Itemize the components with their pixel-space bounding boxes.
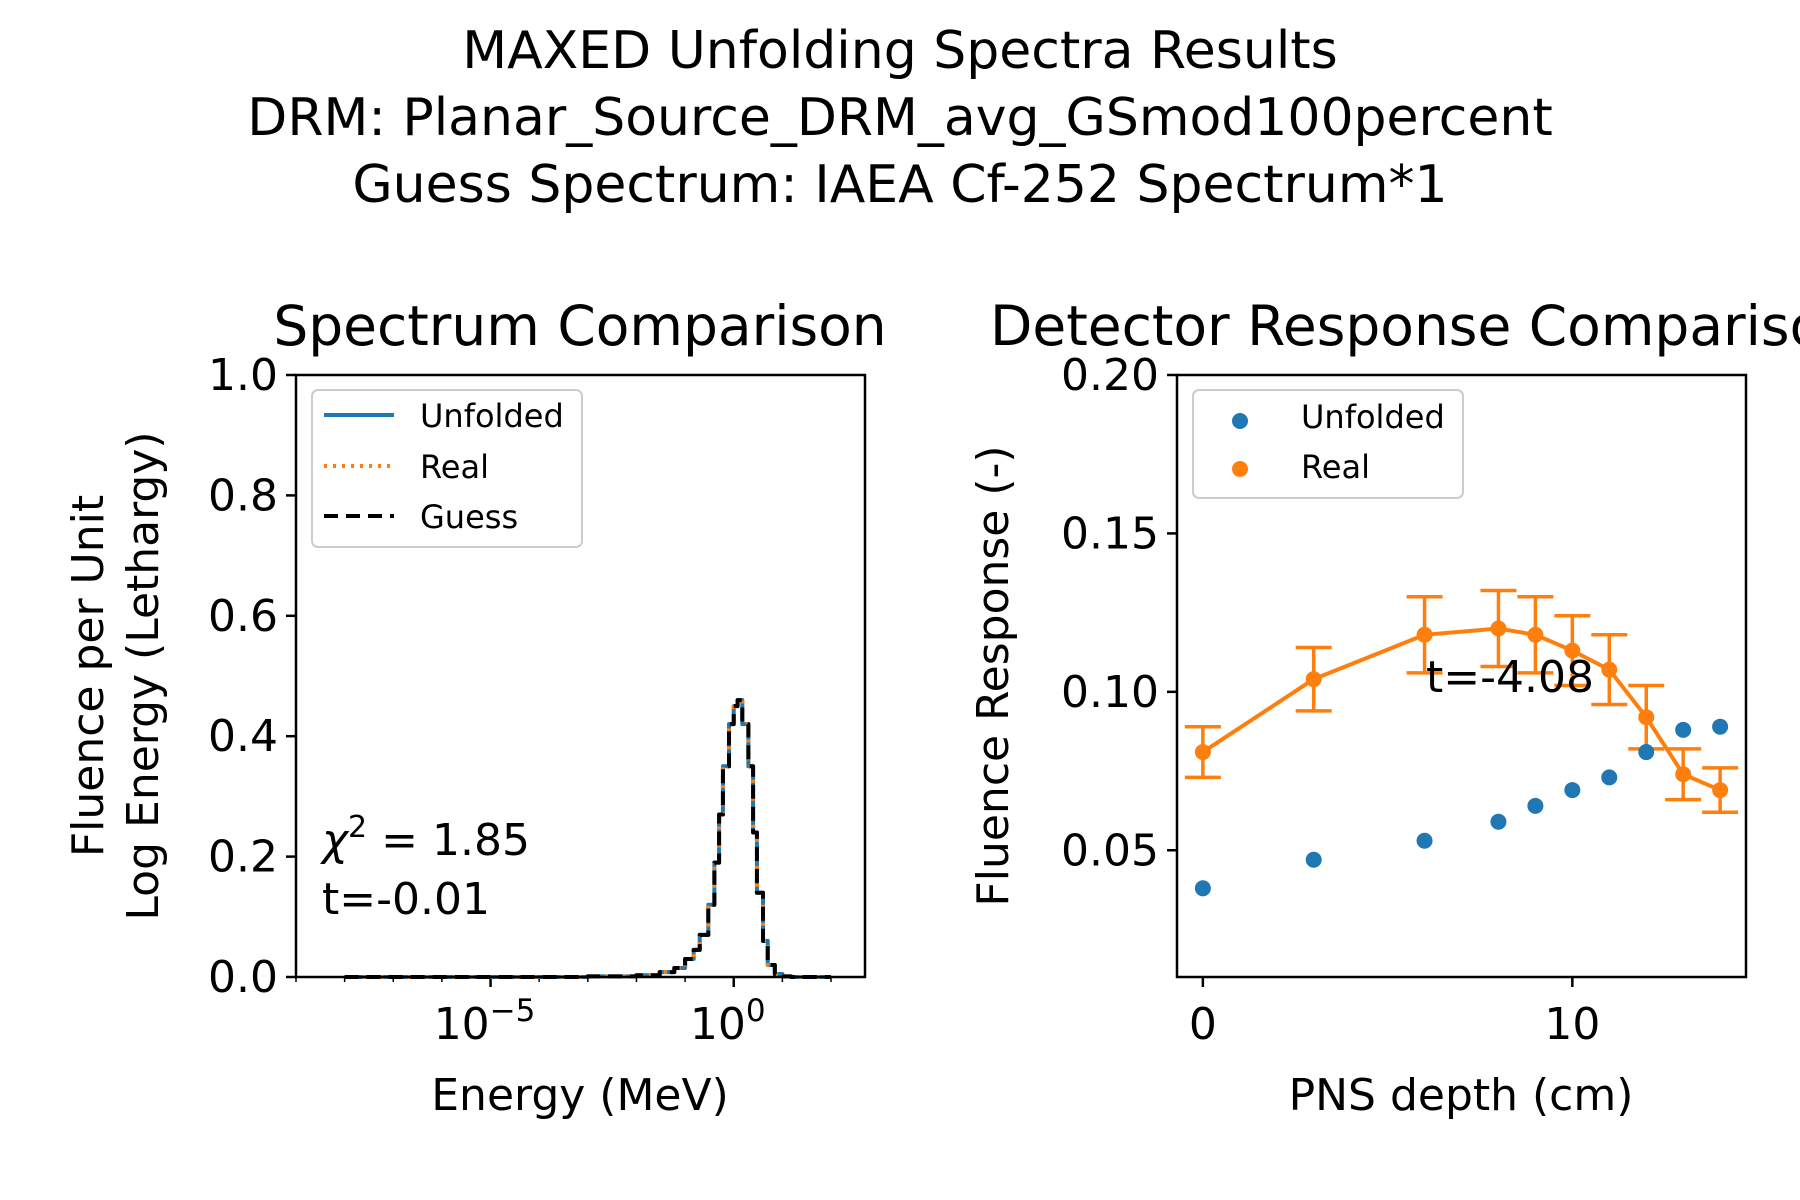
right-y-tick-label: 0.15 bbox=[1061, 508, 1159, 559]
left-t-annotation: t=-0.01 bbox=[322, 874, 490, 925]
left-y-axis-label-line-1: Fluence per Unit bbox=[63, 495, 114, 857]
unfolded-point bbox=[1305, 851, 1322, 868]
right-y-tick-label: 0.10 bbox=[1061, 667, 1159, 718]
right-legend: Unfolded Real bbox=[1192, 389, 1464, 499]
unfolded-point bbox=[1527, 797, 1544, 814]
left-x-tick-label: 10−5 bbox=[434, 993, 536, 1050]
real-point bbox=[1416, 626, 1433, 643]
chi-square-annotation: χ2 = 1.85 bbox=[320, 810, 530, 866]
legend-unfolded-label: Unfolded bbox=[420, 397, 564, 435]
legend-real-label: Real bbox=[420, 448, 489, 486]
left-chart-title: Spectrum Comparison bbox=[273, 294, 886, 358]
real-point bbox=[1194, 744, 1211, 761]
right-legend-unfolded-label: Unfolded bbox=[1301, 398, 1445, 436]
suptitle-line-1: MAXED Unfolding Spectra Results bbox=[462, 21, 1338, 81]
real-point bbox=[1712, 782, 1729, 799]
real-point bbox=[1564, 642, 1581, 659]
right-y-tick-label: 0.05 bbox=[1061, 825, 1159, 876]
right-y-axis-label: Fluence Response (-) bbox=[968, 445, 1019, 906]
suptitle-line-2: DRM: Planar_Source_DRM_avg_GSmod100perce… bbox=[247, 88, 1552, 148]
left-legend: Unfolded Real Guess bbox=[311, 389, 583, 548]
left-y-tick-label: 0.4 bbox=[208, 711, 278, 762]
left-y-tick-label: 0.0 bbox=[208, 952, 278, 1003]
right-legend-real-label: Real bbox=[1301, 448, 1370, 486]
left-y-tick-label: 0.6 bbox=[208, 591, 278, 642]
unfolded-point bbox=[1416, 832, 1433, 849]
legend-unfolded-marker bbox=[1232, 413, 1248, 429]
real-series-line bbox=[1201, 626, 1721, 792]
right-x-tick-label: 10 bbox=[1544, 999, 1600, 1050]
right-y-tick-label: 0.20 bbox=[1061, 350, 1159, 401]
left-y-tick-label: 0.8 bbox=[208, 470, 278, 521]
left-axes-frame bbox=[294, 373, 867, 979]
right-chart-title: Detector Response Comparison bbox=[990, 294, 1800, 358]
right-t-annotation: t=-4.08 bbox=[1426, 652, 1594, 703]
unfolded-point bbox=[1490, 813, 1507, 830]
right-axes-frame bbox=[1175, 373, 1748, 979]
unfolded-point bbox=[1601, 769, 1618, 786]
real-point bbox=[1527, 626, 1544, 643]
left-y-tick-label: 1.0 bbox=[208, 350, 278, 401]
suptitle-line-3: Guess Spectrum: IAEA Cf-252 Spectrum*1 bbox=[352, 155, 1447, 215]
unfolded-point bbox=[1638, 744, 1655, 761]
unfolded-point bbox=[1564, 782, 1581, 799]
legend-guess-label: Guess bbox=[420, 498, 518, 536]
unfolded-point bbox=[1194, 880, 1211, 897]
unfolded-point bbox=[1712, 718, 1729, 735]
left-series-guess bbox=[344, 698, 832, 979]
right-x-axis-label: PNS depth (cm) bbox=[1289, 1070, 1634, 1121]
spectrum-comparison-chart: Spectrum Comparison 0.0 0.2 0.4 0.6 0.8 1.0 10… bbox=[63, 294, 887, 1121]
left-y-axis-label-line-2: Log Energy (Lethargy) bbox=[118, 431, 169, 920]
real-point bbox=[1675, 766, 1692, 783]
left-x-tick-label: 100 bbox=[690, 993, 766, 1050]
real-point bbox=[1305, 671, 1322, 688]
real-point bbox=[1490, 620, 1507, 637]
left-x-axis-label: Energy (MeV) bbox=[431, 1070, 729, 1121]
legend-real-marker bbox=[1232, 461, 1248, 477]
real-point bbox=[1638, 709, 1655, 726]
right-x-tick-label: 0 bbox=[1189, 999, 1217, 1050]
detector-response-comparison-chart: Detector Response Comparison 0.05 0.10 0.1… bbox=[968, 294, 1800, 1121]
left-y-tick-label: 0.2 bbox=[208, 832, 278, 883]
unfolded-point bbox=[1675, 721, 1692, 738]
real-point bbox=[1601, 661, 1618, 678]
